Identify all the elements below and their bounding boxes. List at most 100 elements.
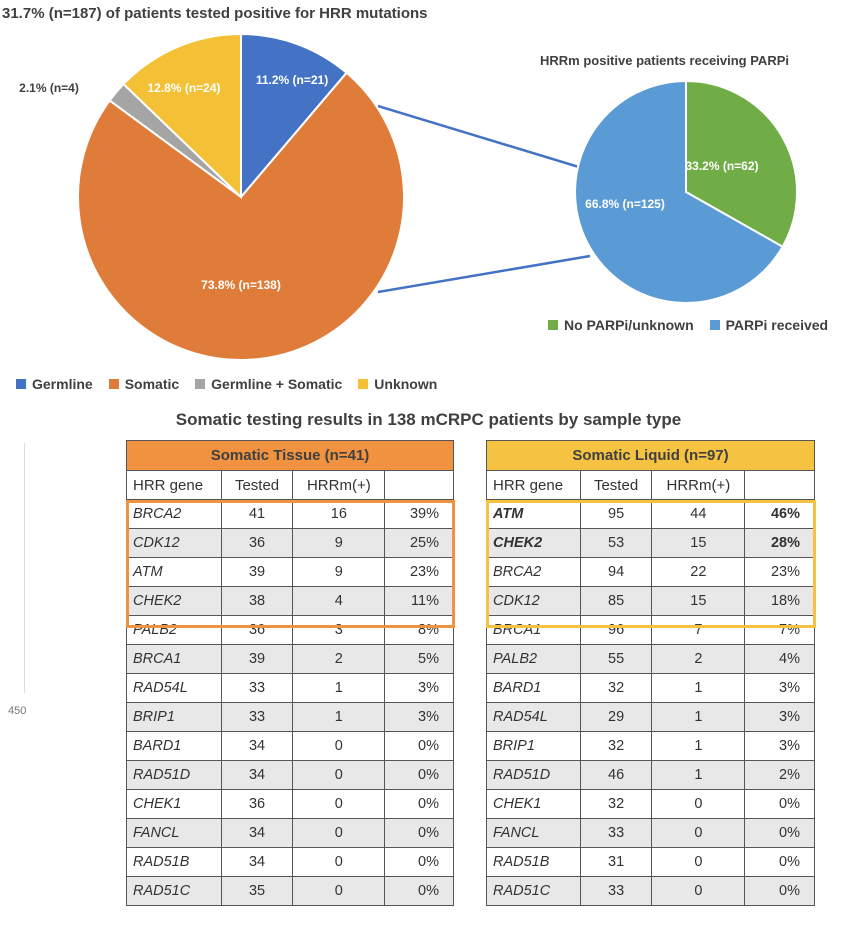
table-row: BRCA1 96 7 7% <box>486 615 815 645</box>
table-row: PALB2 55 2 4% <box>486 644 815 674</box>
column-header: HRRm(+) <box>292 470 386 500</box>
table-band-title: Somatic Liquid (n=97) <box>486 440 815 471</box>
legend-swatch <box>358 379 369 389</box>
legend-item: No PARPi/unknown <box>548 317 694 333</box>
table-cell: 96 <box>579 615 653 645</box>
table-cell: 36 <box>220 615 294 645</box>
table-cell: 0% <box>744 789 815 819</box>
pie1-legend: Germline Somatic Germline + Somatic Unknown <box>16 376 453 392</box>
pie2-legend: No PARPi/unknown PARPi received <box>548 317 844 333</box>
table-row: RAD51C 33 0 0% <box>486 876 815 906</box>
table-cell: FANCL <box>486 818 581 848</box>
table-cell: CHEK2 <box>126 586 222 616</box>
pie1-label-unknown: 12.8% (n=24) <box>147 81 220 95</box>
pie-charts-svg: 11.2% (n=21) 73.8% (n=138) 2.1% (n=4) 12.8%… <box>19 32 798 361</box>
legend-swatch <box>195 379 206 389</box>
table-cell: 7 <box>651 615 746 645</box>
table-cell: 0% <box>384 847 454 877</box>
somatic-liquid-table: Somatic Liquid (n=97) HRR gene Tested HRRm(… <box>486 440 815 906</box>
legend-item: PARPi received <box>709 317 829 333</box>
table-cell: 32 <box>579 673 653 703</box>
column-header: HRR gene <box>486 470 581 500</box>
table-cell: BRCA2 <box>126 499 222 529</box>
table-cell: 4% <box>744 644 815 674</box>
table-cell: RAD54L <box>126 673 222 703</box>
legend-swatch <box>108 379 119 389</box>
table-cell: BRCA2 <box>486 557 581 587</box>
table-cell: RAD51D <box>126 760 222 790</box>
table-row: FANCL 33 0 0% <box>486 818 815 848</box>
table-cell: 0% <box>744 847 815 877</box>
table-cell: 23% <box>744 557 815 587</box>
table-cell: 3% <box>384 702 454 732</box>
column-header: Tested <box>220 470 294 500</box>
column-header: Tested <box>579 470 653 500</box>
table-cell: 33 <box>579 876 653 906</box>
table-cell: 39 <box>220 557 294 587</box>
table-cell: ATM <box>486 499 581 529</box>
table-cell: 46% <box>744 499 815 529</box>
table-cell: 15 <box>651 586 746 616</box>
table-row: CHEK1 32 0 0% <box>486 789 815 819</box>
table-cell: 36 <box>220 528 294 558</box>
table-cell: 4 <box>292 586 386 616</box>
table-cell: 33 <box>220 702 294 732</box>
table-row: CHEK2 53 15 28% <box>486 528 815 558</box>
table-cell: BRIP1 <box>486 731 581 761</box>
table-cell: 0% <box>744 818 815 848</box>
table-cell: 33 <box>220 673 294 703</box>
table-cell: 1 <box>292 673 386 703</box>
table-cell: 11% <box>384 586 454 616</box>
table-cell: 33 <box>579 818 653 848</box>
legend-label: Germline + Somatic <box>211 376 343 392</box>
table-cell: 0 <box>651 818 746 848</box>
table-cell: 0 <box>651 789 746 819</box>
table-cell: 9 <box>292 528 386 558</box>
table-cell: RAD51D <box>486 760 581 790</box>
table-cell: 38 <box>220 586 294 616</box>
table-title: Somatic testing results in 138 mCRPC pat… <box>175 410 682 429</box>
table-cell: 8% <box>384 615 454 645</box>
table-cell: 46 <box>579 760 653 790</box>
legend-label: Germline <box>32 376 93 392</box>
table-cell: BRCA1 <box>486 615 581 645</box>
legend-label: Unknown <box>374 376 438 392</box>
table-cell: RAD54L <box>486 702 581 732</box>
table-cell: 0% <box>384 731 454 761</box>
table-cell: CDK12 <box>126 528 222 558</box>
connector-line <box>377 104 616 180</box>
table-row: CHEK1 36 0 0% <box>126 789 454 819</box>
table-cell: 0% <box>744 876 815 906</box>
table-cell: 0 <box>292 731 386 761</box>
table-band-title: Somatic Tissue (n=41) <box>126 440 454 471</box>
table-cell: 3% <box>744 731 815 761</box>
pie-connector-lines <box>377 104 616 294</box>
table-cell: 0 <box>292 847 386 877</box>
table-row: BRCA2 94 22 23% <box>486 557 815 587</box>
table-cell: 35 <box>220 876 294 906</box>
table-row: CDK12 36 9 25% <box>126 528 454 558</box>
legend-label: PARPi received <box>725 317 829 333</box>
table-cell: 94 <box>579 557 653 587</box>
table-row: RAD51D 46 1 2% <box>486 760 815 790</box>
table-cell: CHEK2 <box>486 528 581 558</box>
column-header: HRRm(+) <box>651 470 746 500</box>
table-cell: BARD1 <box>486 673 581 703</box>
table-cell: 39% <box>384 499 454 529</box>
table-cell: ATM <box>126 557 222 587</box>
table-cell: 29 <box>579 702 653 732</box>
table-cell: PALB2 <box>486 644 581 674</box>
table-cell: 0% <box>384 818 454 848</box>
table-row: CHEK2 38 4 11% <box>126 586 454 616</box>
table-row: RAD51C 35 0 0% <box>126 876 454 906</box>
table-cell: 0% <box>384 760 454 790</box>
table-cell: 34 <box>220 731 294 761</box>
table-cell: CHEK1 <box>486 789 581 819</box>
table-cell: 16 <box>292 499 386 529</box>
table-cell: 3 <box>292 615 386 645</box>
table-row: BRIP1 33 1 3% <box>126 702 454 732</box>
table-cell: 1 <box>651 760 746 790</box>
legend-item: Germline <box>16 376 93 392</box>
table-row: ATM 39 9 23% <box>126 557 454 587</box>
table-cell: 28% <box>744 528 815 558</box>
